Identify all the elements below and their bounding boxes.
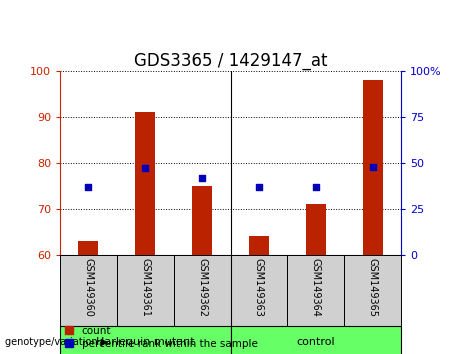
Bar: [230, 255, 287, 326]
Point: [198, 175, 206, 181]
Text: GSM149365: GSM149365: [367, 258, 378, 318]
Text: GSM149361: GSM149361: [140, 258, 150, 317]
Point: [85, 184, 92, 190]
Point: [369, 164, 376, 169]
Point: [312, 184, 319, 190]
Legend: count, percentile rank within the sample: count, percentile rank within the sample: [65, 326, 258, 349]
Text: GSM149362: GSM149362: [197, 258, 207, 318]
Text: control: control: [296, 337, 335, 347]
Text: genotype/variation ▶: genotype/variation ▶: [5, 337, 108, 347]
Bar: [78, 241, 98, 255]
Point: [142, 166, 149, 171]
Bar: [117, 255, 174, 326]
Bar: [287, 255, 344, 326]
Bar: [135, 112, 155, 255]
Point: [255, 184, 263, 190]
Bar: [306, 204, 326, 255]
Text: Harlequin mutant: Harlequin mutant: [96, 337, 195, 347]
Bar: [344, 255, 401, 326]
Bar: [60, 326, 230, 354]
Bar: [60, 255, 117, 326]
Bar: [249, 236, 269, 255]
Bar: [230, 326, 401, 354]
Text: GSM149363: GSM149363: [254, 258, 264, 317]
Bar: [192, 186, 212, 255]
Bar: [363, 80, 383, 255]
Text: GSM149360: GSM149360: [83, 258, 94, 317]
Text: GSM149364: GSM149364: [311, 258, 321, 317]
Bar: [174, 255, 230, 326]
Title: GDS3365 / 1429147_at: GDS3365 / 1429147_at: [134, 52, 327, 69]
